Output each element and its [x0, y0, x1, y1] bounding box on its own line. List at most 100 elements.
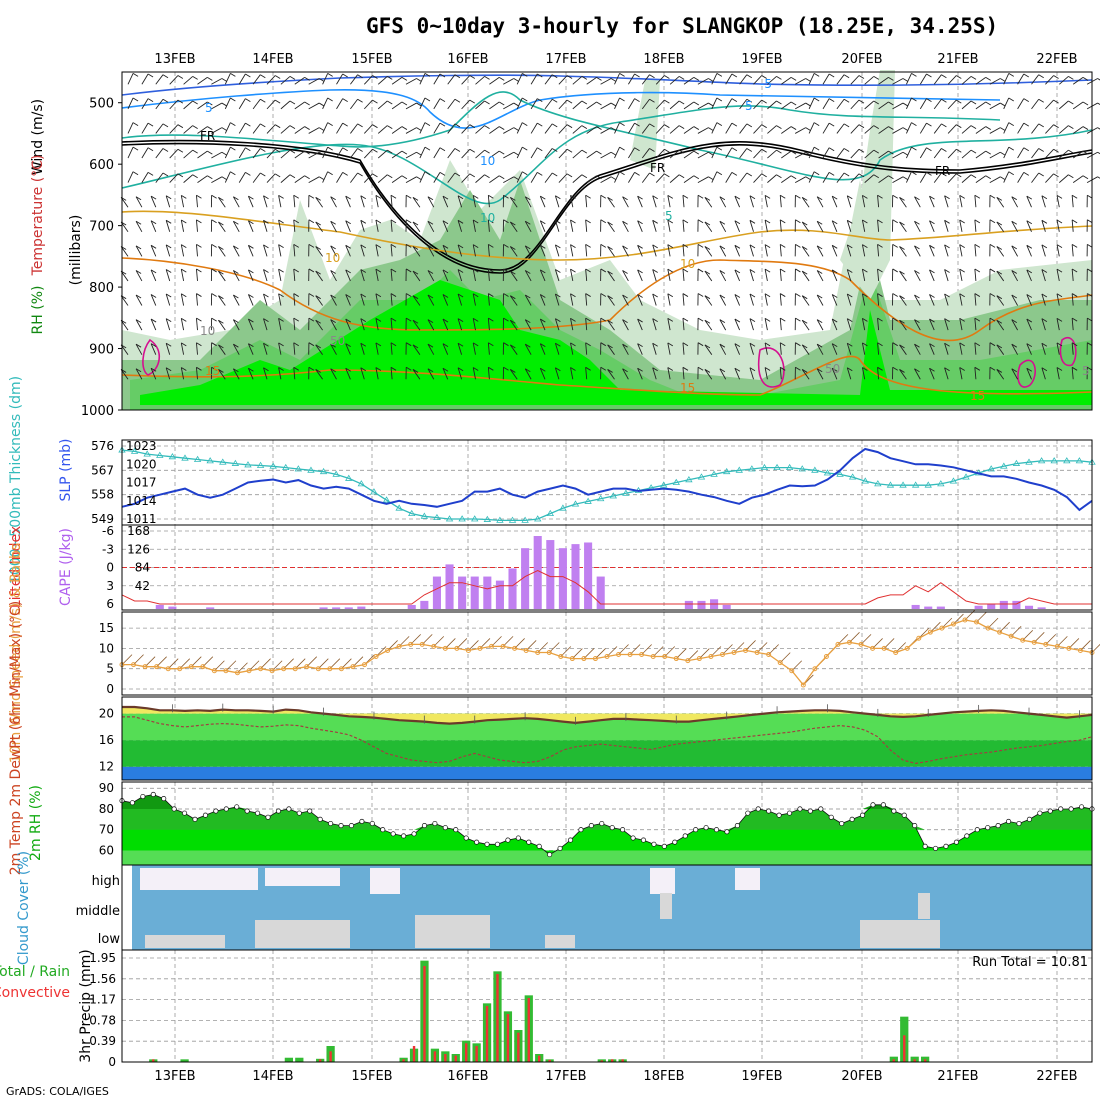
thickness-point — [760, 463, 769, 471]
wind-speed-point — [604, 654, 610, 660]
rh-point — [943, 843, 949, 849]
wind-barb — [779, 244, 782, 257]
wind-barb-flag — [862, 367, 868, 371]
contour-label: 10 — [680, 257, 695, 271]
wind-barb-flag — [308, 243, 315, 248]
wind-barb — [947, 99, 957, 110]
wind-barb-flag — [989, 219, 996, 224]
wind-barb — [165, 293, 171, 306]
wind-barb — [801, 197, 810, 208]
wind-barb — [360, 367, 365, 380]
wind-barb-flag — [135, 294, 142, 299]
wind-barb — [753, 148, 763, 159]
wind-barb-flag — [1071, 317, 1078, 322]
wind-barb — [914, 294, 921, 306]
wind-barb — [135, 319, 143, 331]
wind-barb — [846, 269, 852, 282]
wind-barb — [628, 122, 635, 134]
wind-barb — [141, 147, 149, 159]
wind-barb-flag — [843, 123, 850, 128]
wind-barb — [180, 244, 185, 257]
wind-barb — [390, 268, 393, 281]
li-tick-label: -6 — [102, 524, 114, 538]
precip-tick-label: 0.39 — [89, 1034, 116, 1048]
wind-barb-flag — [877, 268, 883, 273]
wind-barb-flag — [472, 342, 479, 347]
wind-barb — [1071, 268, 1074, 281]
wind-barb — [472, 219, 476, 232]
wind-barb-flag — [929, 220, 935, 225]
wind-barb-flag — [843, 172, 850, 177]
wind-barb-flag — [1026, 318, 1033, 323]
wind-barb — [509, 270, 518, 282]
wind-barb — [801, 369, 810, 380]
rh-point — [682, 833, 688, 839]
wind-barb-flag — [959, 317, 965, 322]
thickness-point — [319, 467, 328, 475]
wind-barb — [961, 125, 972, 134]
rh-point — [974, 827, 980, 833]
wind-barb — [457, 244, 463, 257]
precip-total-bar — [910, 1056, 919, 1062]
wind-speed-point — [870, 645, 876, 651]
cloud-block — [660, 893, 672, 919]
wind-barb-flag — [989, 366, 996, 371]
wind-barb-flag — [607, 319, 613, 324]
thickness-point — [559, 504, 567, 511]
wind-speed-point — [997, 629, 1003, 635]
thickness-point — [773, 463, 781, 471]
wind-barb — [1011, 196, 1018, 208]
wind-barb — [390, 293, 393, 306]
wind-barb-flag — [622, 294, 628, 299]
wind-barb-flag — [570, 317, 576, 322]
wind-barb-flag — [192, 76, 198, 80]
wind-barb — [489, 126, 500, 134]
wind-barb-flag — [619, 97, 625, 102]
wind-barb — [155, 148, 164, 159]
wind-barb-flag — [877, 317, 883, 322]
pressure-tick: 800 — [89, 281, 114, 296]
wind-barb-flag — [357, 98, 363, 103]
cape-bar — [206, 607, 215, 609]
wind-speed-point — [639, 652, 645, 657]
wind-barb-flag — [790, 126, 797, 130]
li-axis-label: Lifted Index — [8, 526, 24, 608]
wind-barb-flag — [416, 151, 422, 156]
wind-barb — [293, 268, 296, 281]
rh-point — [275, 808, 282, 814]
wind-barb — [280, 76, 291, 85]
wind-barb — [655, 173, 665, 183]
wind-barb — [753, 99, 763, 110]
date-label-top: 19FEB — [741, 52, 782, 67]
wind-barb — [293, 195, 296, 208]
wind-barb-flag — [974, 194, 981, 199]
wind-barb-flag — [790, 101, 797, 106]
wind-barb — [315, 221, 323, 233]
wind-barb — [974, 367, 977, 380]
wind-speed-line — [122, 619, 1093, 686]
wind-barb — [247, 318, 254, 331]
wind-barb-flag — [985, 126, 991, 130]
wind-barb — [539, 245, 546, 257]
wind-barb-flag — [132, 146, 139, 151]
wind-barb — [391, 126, 403, 134]
wind-barb — [637, 220, 643, 232]
wind-barb — [764, 244, 768, 257]
wind-barb — [572, 100, 583, 110]
precip-convective-bar — [152, 1059, 155, 1062]
wind-barb-flag — [1026, 195, 1033, 200]
wind-barb — [719, 294, 727, 306]
wind-speed-point — [708, 654, 714, 660]
wind-barb-flag — [330, 220, 336, 225]
wind-barb — [944, 343, 949, 355]
wind-barb-flag — [221, 127, 228, 132]
wind-barb — [734, 269, 741, 282]
wind-barb — [753, 124, 763, 134]
wind-barb-flag — [780, 317, 786, 322]
wind-barb-flag — [1087, 194, 1093, 199]
wind-barb — [539, 368, 546, 380]
date-label-top: 22FEB — [1036, 52, 1077, 67]
wind-barb-flag — [761, 124, 767, 129]
wind-barb-flag — [1087, 293, 1093, 297]
wind-barb — [816, 368, 824, 380]
